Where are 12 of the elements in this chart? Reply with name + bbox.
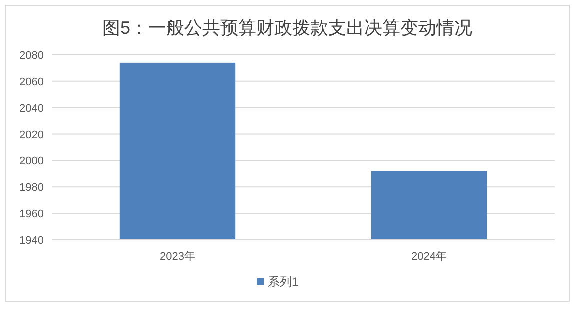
y-tick-label: 1980 — [20, 182, 44, 194]
y-tick-label: 2060 — [20, 76, 44, 88]
y-tick-label: 1960 — [20, 208, 44, 221]
x-tick-label: 2024年 — [412, 251, 447, 263]
legend-label: 系列1 — [268, 275, 299, 289]
x-tick-label: 2023年 — [160, 251, 196, 263]
y-tick-label: 2040 — [20, 102, 44, 115]
y-tick-label: 1940 — [20, 235, 44, 247]
chart-title: 图5：一般公共预算财政拨款支出决算变动情况 — [102, 18, 473, 38]
y-tick-label: 2080 — [20, 50, 44, 62]
y-tick-label: 2000 — [20, 156, 44, 168]
y-tick-label: 2020 — [20, 129, 44, 142]
